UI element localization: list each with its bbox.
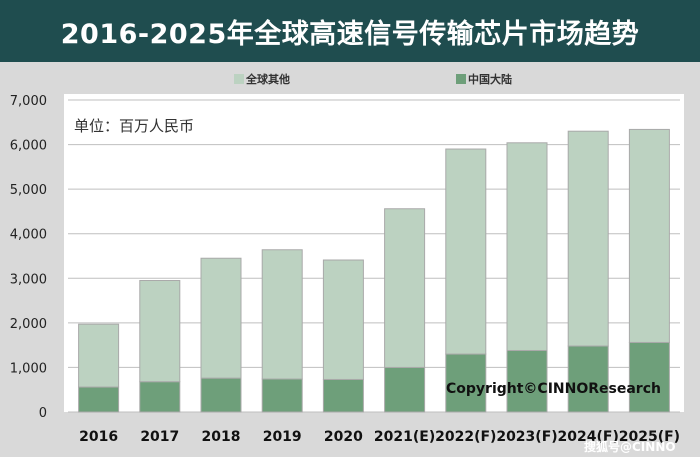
bar-segment bbox=[78, 386, 120, 413]
bar-segment bbox=[567, 345, 609, 413]
y-tick-label: 1,000 bbox=[10, 361, 47, 376]
bar-segment bbox=[200, 257, 242, 379]
bar-segment bbox=[322, 259, 364, 380]
x-category-label: 2017 bbox=[140, 429, 179, 445]
bar-segment bbox=[506, 142, 548, 351]
y-tick-label: 2,000 bbox=[10, 317, 47, 332]
bar-segment bbox=[322, 378, 364, 413]
unit-label: 单位：百万人民币 bbox=[74, 117, 194, 135]
bar-segment bbox=[384, 366, 426, 413]
legend-label: 全球其他 bbox=[245, 72, 290, 86]
bar-segment bbox=[567, 130, 609, 347]
y-tick-label: 6,000 bbox=[10, 139, 47, 154]
x-category-label: 2019 bbox=[263, 429, 302, 445]
x-category-label: 2022(F) bbox=[435, 429, 496, 445]
bar-segment bbox=[139, 381, 181, 413]
legend-label: 中国大陆 bbox=[468, 72, 512, 86]
bar-segment bbox=[384, 208, 426, 368]
title-bar: 2016-2025年全球高速信号传输芯片市场趋势 bbox=[0, 0, 700, 62]
y-tick-label: 3,000 bbox=[10, 272, 47, 287]
y-tick-label: 7,000 bbox=[10, 94, 47, 109]
legend-swatch bbox=[234, 74, 244, 84]
copyright-text: Copyright©CINNOResearch bbox=[446, 381, 661, 397]
y-tick-label: 4,000 bbox=[10, 228, 47, 243]
x-category-label: 2018 bbox=[202, 429, 241, 445]
bar-segment bbox=[506, 349, 548, 413]
x-category-label: 2016 bbox=[79, 429, 118, 445]
legend-swatch bbox=[456, 74, 466, 84]
bar-segment bbox=[445, 353, 487, 413]
bar-segment bbox=[628, 128, 670, 343]
bar-segment bbox=[78, 323, 120, 388]
x-category-label: 2021(E) bbox=[374, 429, 435, 445]
bar-segment bbox=[445, 148, 487, 355]
bar-segment bbox=[139, 280, 181, 383]
x-category-label: 2024(F) bbox=[558, 429, 619, 445]
chart-title: 2016-2025年全球高速信号传输芯片市场趋势 bbox=[60, 18, 640, 50]
bar-segment bbox=[200, 377, 242, 413]
y-tick-label: 0 bbox=[39, 406, 47, 421]
watermark-text: 搜狐号@CINNO bbox=[584, 439, 676, 454]
x-category-label: 2025(F) bbox=[619, 429, 680, 445]
x-category-label: 2023(F) bbox=[496, 429, 557, 445]
bar-segment bbox=[261, 249, 303, 380]
bar-segment bbox=[628, 341, 670, 413]
y-tick-label: 5,000 bbox=[10, 183, 47, 198]
bar-segment bbox=[261, 378, 303, 413]
x-category-label: 2020 bbox=[324, 429, 363, 445]
